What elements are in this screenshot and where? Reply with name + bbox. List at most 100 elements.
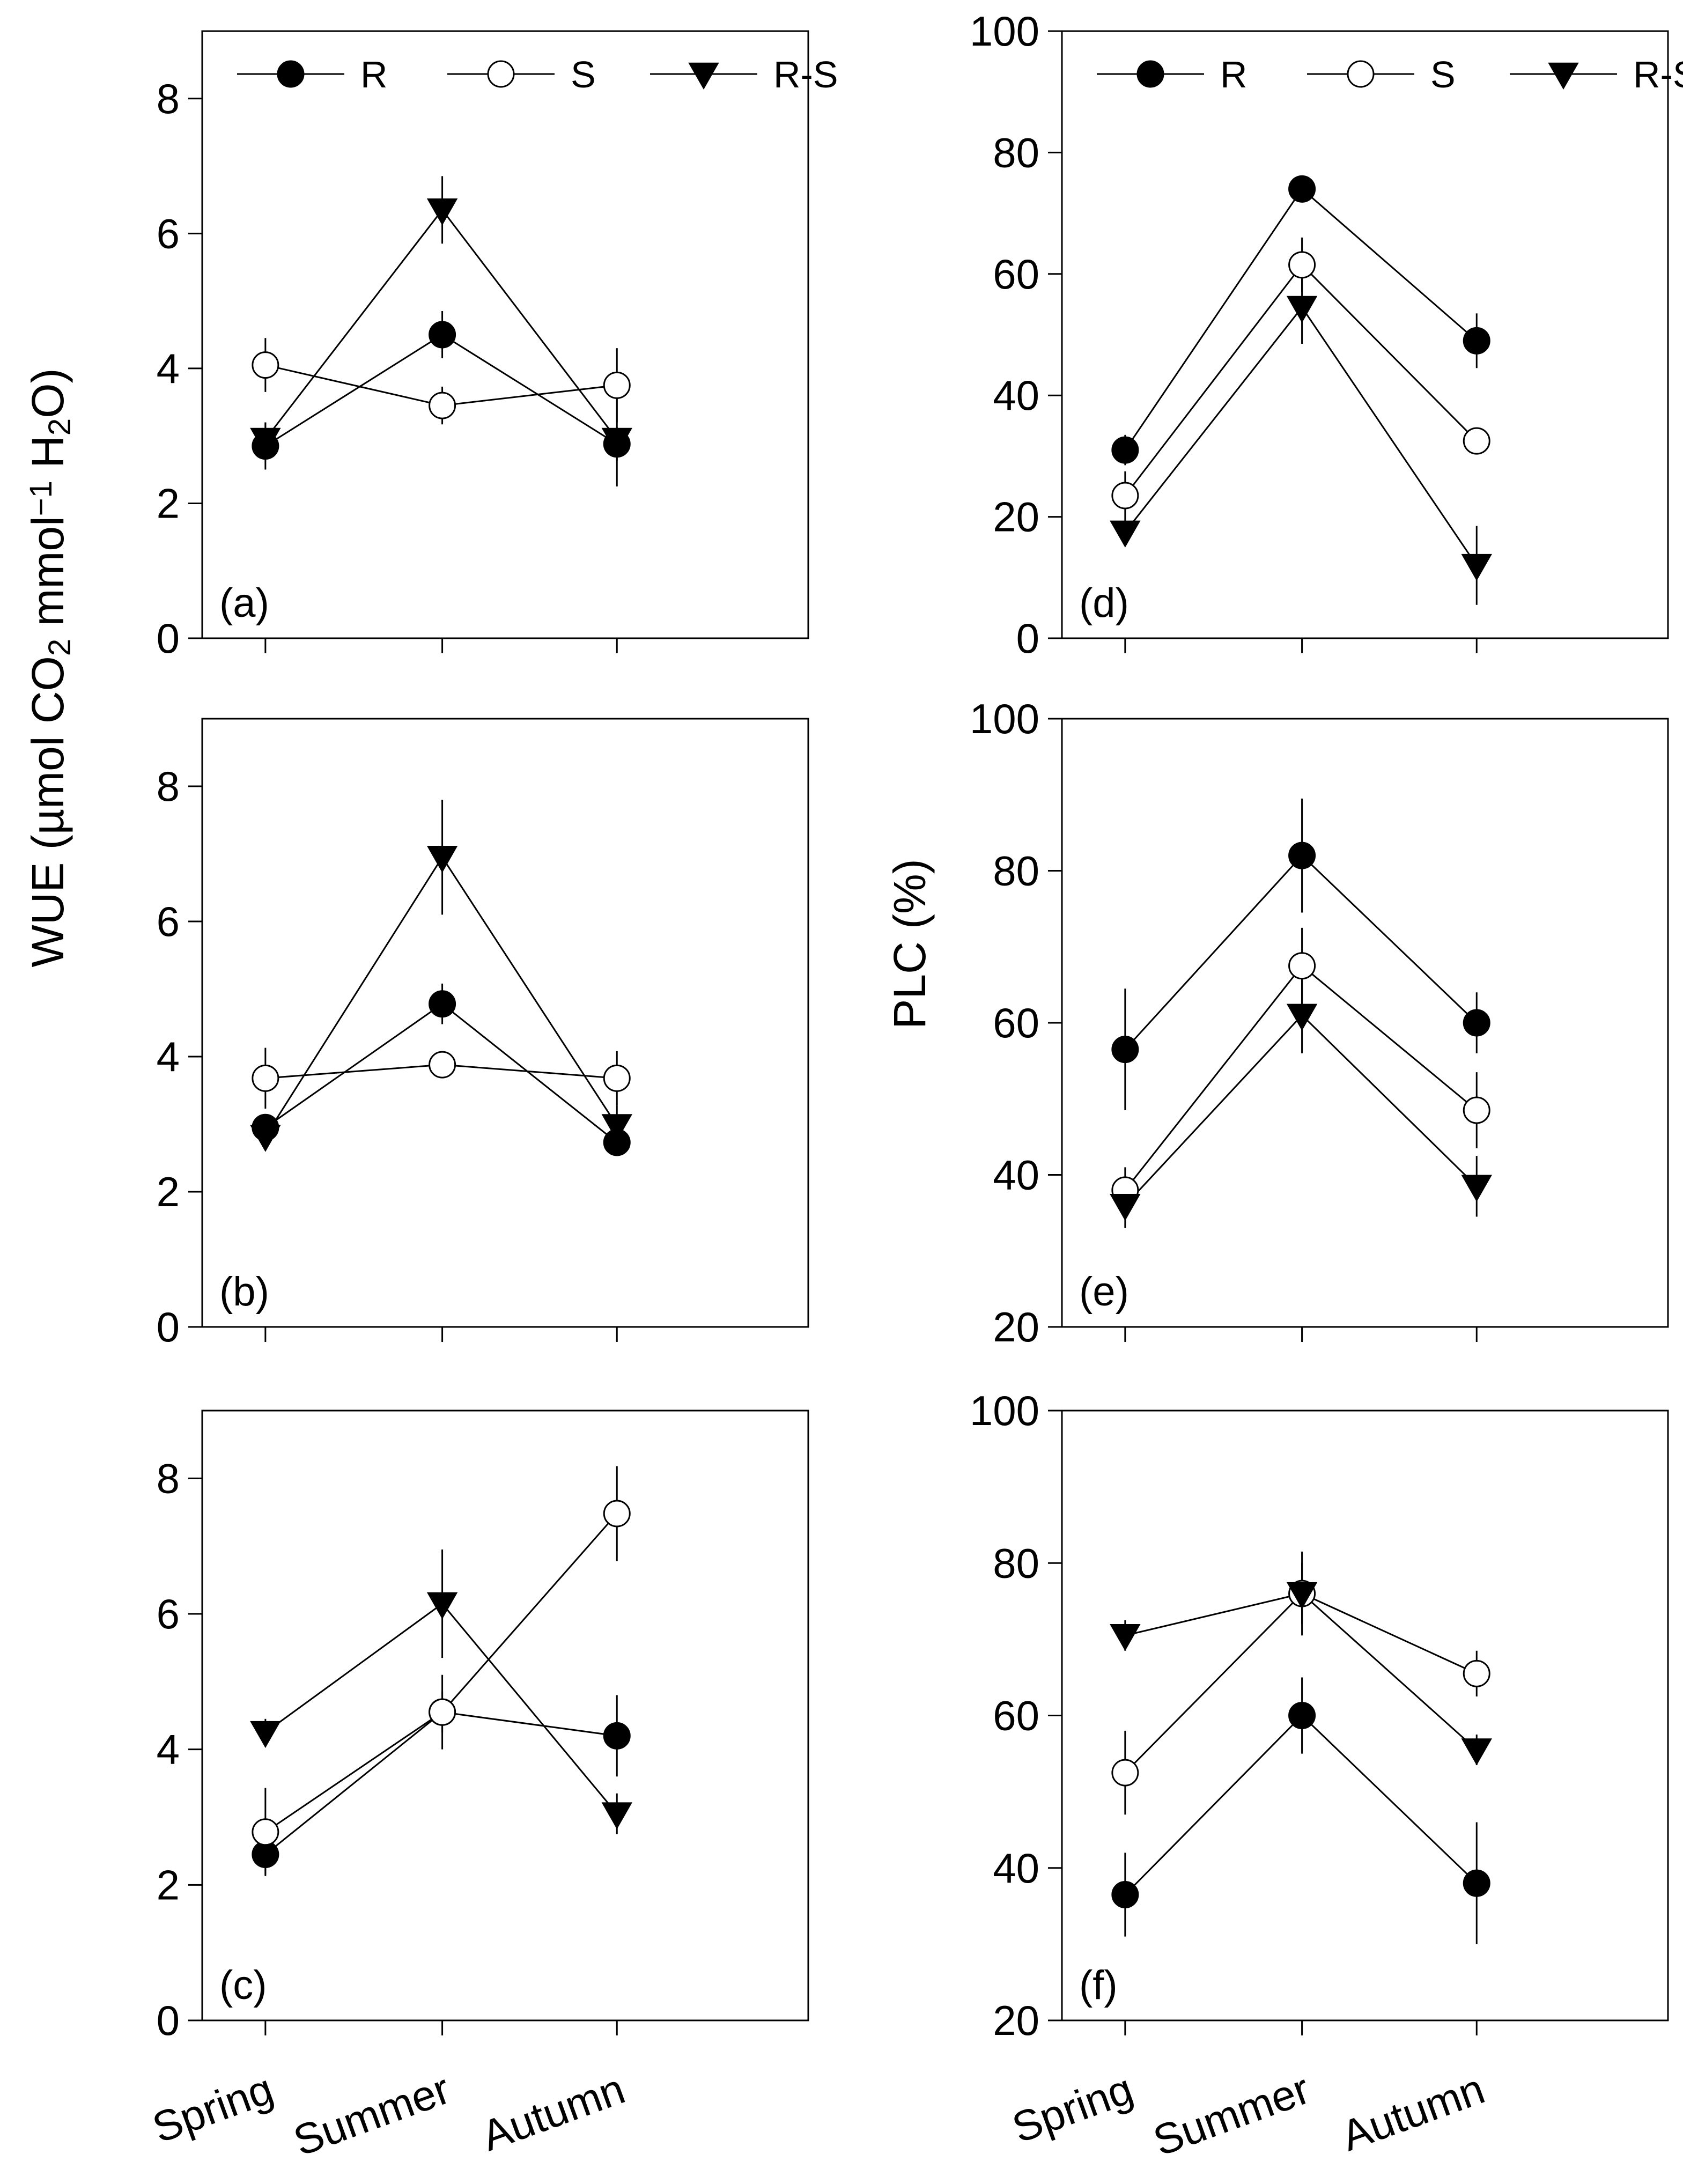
panel-label: (e)	[1079, 1269, 1129, 1315]
legend-label: S	[571, 54, 596, 95]
y-tick-label: 4	[157, 345, 180, 392]
plot-frame	[1061, 718, 1669, 1328]
legend-label: S	[1430, 54, 1456, 95]
legend-marker	[1548, 62, 1579, 90]
data-point-r-s	[601, 1802, 632, 1829]
y-tick-label: 2	[157, 479, 180, 527]
y-tick-label: 6	[157, 898, 180, 945]
y-tick-label: 2	[157, 1168, 180, 1215]
series-line-r-s	[1124, 306, 1478, 566]
data-point-s	[1288, 952, 1316, 980]
data-point-s	[603, 1500, 631, 1528]
series-line-s	[265, 1513, 618, 1833]
data-point-r	[1111, 436, 1139, 464]
y-tick-label: 100	[970, 695, 1039, 742]
data-point-r-s	[250, 1721, 281, 1748]
data-point-r-s	[1461, 1738, 1492, 1766]
legend-label: R	[1220, 54, 1248, 95]
series-line-r	[265, 334, 618, 447]
y-tick-label: 6	[157, 1590, 180, 1637]
data-point-r-s	[426, 1592, 458, 1620]
panel-b: 0 2 4 6 8 (b)	[157, 718, 809, 1351]
data-point-r	[1463, 1009, 1490, 1037]
y-tick-label: 4	[157, 1726, 180, 1773]
data-point-r-s	[601, 427, 632, 455]
panel-label: (b)	[219, 1269, 269, 1315]
legend-marker	[277, 60, 305, 88]
wue-title-sub2: 2	[42, 418, 77, 436]
panel-label: (c)	[219, 1962, 267, 2008]
data-point-r	[1111, 1036, 1139, 1064]
panel-label: (d)	[1079, 580, 1129, 626]
y-tick-label: 60	[993, 1692, 1039, 1739]
legend-label: R	[360, 54, 388, 95]
svg-text:WUE (µmol CO2 mmol−1 H2O): WUE (µmol CO2 mmol−1 H2O)	[23, 368, 77, 967]
wue-title-mid2: H	[23, 436, 73, 481]
plc-title-text: PLC (%)	[884, 859, 935, 1029]
data-point-r	[429, 321, 456, 349]
panel-e: 20 40 60 80 100 (e)	[970, 695, 1669, 1351]
series-line-r	[1124, 1714, 1478, 1895]
panel-a: 0 2 4 6 8 (a) R S R-S	[157, 30, 838, 662]
data-point-r-s	[250, 427, 281, 455]
y-tick-label: 100	[970, 1387, 1039, 1434]
data-point-s	[252, 351, 279, 379]
y-tick-label: 6	[157, 210, 180, 257]
category-label: Summer	[1147, 2064, 1316, 2165]
legend-label: R-S	[773, 54, 838, 95]
data-point-r-s	[1110, 1193, 1141, 1221]
category-label: Autumn	[1335, 2064, 1491, 2160]
plot-frame	[1061, 1410, 1669, 2021]
panel-c: 0 2 4 6 8 (c) Spring Summer Autumn	[146, 1410, 809, 2165]
series-line-s	[1124, 1592, 1477, 1774]
y-tick-label: 40	[993, 1152, 1039, 1199]
legend-marker	[1136, 60, 1164, 88]
y-tick-label: 8	[157, 75, 180, 122]
data-point-s	[429, 1698, 456, 1726]
plc-axis-title: PLC (%)	[884, 859, 935, 1029]
wue-title-sub1: 2	[42, 639, 77, 656]
y-tick-label: 40	[993, 1844, 1039, 1892]
data-point-s	[1111, 1759, 1139, 1787]
data-point-r-s	[250, 1125, 281, 1152]
y-tick-label: 80	[993, 1539, 1039, 1587]
series-line-s	[1124, 964, 1478, 1191]
data-point-r	[1288, 1702, 1316, 1729]
category-label: Spring	[1006, 2064, 1139, 2152]
data-point-s	[1111, 482, 1139, 510]
plot-frame	[1061, 30, 1669, 639]
data-point-s	[603, 371, 631, 399]
plot-frame	[201, 718, 809, 1328]
series-line-r-s	[1124, 1014, 1478, 1206]
data-point-r	[603, 1722, 631, 1750]
legend-label: R-S	[1633, 54, 1683, 95]
y-tick-label: 0	[157, 1997, 180, 2044]
wue-title-prefix: WUE (µmol CO	[23, 656, 73, 967]
data-point-s	[252, 1064, 279, 1092]
y-tick-label: 8	[157, 1455, 180, 1502]
y-tick-label: 2	[157, 1861, 180, 1908]
data-point-r	[1463, 1869, 1490, 1897]
data-point-r-s	[1461, 554, 1492, 581]
wue-title-mid: mmol	[23, 516, 73, 639]
data-point-r-s	[1110, 520, 1141, 548]
plot-frame	[201, 30, 809, 639]
y-tick-label: 0	[1016, 615, 1039, 662]
wue-axis-title: WUE (µmol CO2 mmol−1 H2O)	[23, 368, 77, 967]
series-line-r	[264, 1711, 617, 1855]
data-point-s	[1288, 251, 1316, 279]
data-point-r	[1288, 175, 1316, 203]
data-point-r-s	[601, 1114, 632, 1141]
category-label: Autumn	[476, 2064, 631, 2160]
panel-label: (f)	[1079, 1962, 1118, 2008]
data-point-s	[429, 1051, 456, 1079]
data-point-s	[603, 1064, 631, 1092]
legend-marker	[1347, 60, 1375, 88]
panel-f: 20 40 60 80 100 (f) Spring Summer Autumn	[970, 1387, 1669, 2165]
panel-label: (a)	[219, 580, 269, 626]
category-label: Summer	[287, 2064, 456, 2165]
y-tick-label: 40	[993, 372, 1039, 419]
data-point-r-s	[1286, 296, 1318, 323]
category-label: Spring	[146, 2064, 279, 2152]
